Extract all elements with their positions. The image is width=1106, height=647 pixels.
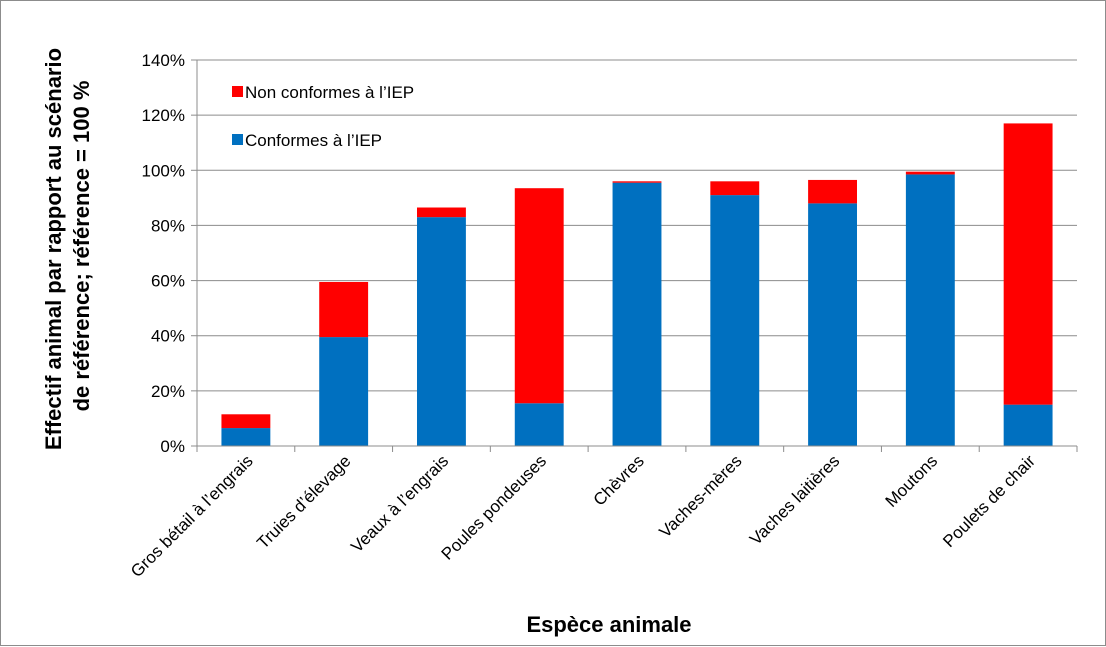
bar-segment-conformes: [514, 403, 564, 446]
bar-segment-non-conformes: [1003, 123, 1053, 405]
x-tick-label: Gros bétail à l’engrais: [127, 451, 257, 581]
bar-segment-conformes: [710, 195, 760, 446]
y-tick-label: 120%: [142, 106, 185, 125]
y-axis-title: Effectif animal par rapport au scénario …: [41, 42, 94, 450]
legend-swatch: [232, 134, 243, 145]
bar-segment-non-conformes: [905, 171, 955, 175]
y-tick-labels: 0% 20% 40% 60% 80% 100% 120% 140%: [142, 51, 185, 456]
y-tick-label: 100%: [142, 161, 185, 180]
x-tick-label: Truies d’élevage: [253, 451, 354, 552]
bar-segment-non-conformes: [612, 181, 662, 183]
x-tick-label: Veaux à l’engrais: [347, 451, 452, 556]
bar-segment-non-conformes: [417, 207, 466, 218]
x-tick-label: Vaches-mères: [656, 451, 746, 541]
y-tick-label: 80%: [151, 216, 185, 235]
bar-segment-conformes: [319, 337, 369, 446]
x-tick-label: Chèvres: [590, 451, 648, 509]
bar-segment-non-conformes: [514, 188, 564, 404]
bar-segment-conformes: [1003, 404, 1053, 446]
y-axis-title-line-2: de référence; référence = 100 %: [69, 81, 94, 412]
x-tick-label: Vaches laitières: [746, 451, 843, 548]
y-tick-label: 0%: [160, 437, 185, 456]
bar-segment-conformes: [221, 428, 271, 446]
bar-segment-non-conformes: [319, 281, 369, 338]
axes: [191, 59, 1078, 452]
legend: Non conformes à l’IEP Conformes à l’IEP: [232, 83, 414, 150]
legend-swatch: [232, 86, 243, 97]
y-axis-title-line-1: Effectif animal par rapport au scénario: [41, 48, 66, 450]
legend-label: Non conformes à l’IEP: [245, 83, 414, 102]
bar-segment-non-conformes: [221, 414, 271, 429]
y-tick-label: 20%: [151, 382, 185, 401]
x-axis-title: Espèce animale: [526, 612, 691, 637]
legend-label: Conformes à l’IEP: [245, 131, 382, 150]
bar-segment-conformes: [417, 217, 466, 446]
x-tick-label: Poulets de chair: [939, 451, 1039, 551]
x-tick-label: Moutons: [882, 451, 942, 511]
bar-segment-conformes: [905, 174, 955, 446]
y-tick-label: 60%: [151, 272, 185, 291]
bar-segment-conformes: [612, 182, 662, 446]
bars: [221, 123, 1053, 446]
bar-segment-non-conformes: [808, 179, 857, 204]
bar-segment-non-conformes: [710, 181, 760, 196]
y-tick-label: 140%: [142, 51, 185, 70]
y-tick-label: 40%: [151, 327, 185, 346]
x-tick-label: Poules pondeuses: [438, 451, 550, 563]
bar-segment-conformes: [808, 203, 857, 446]
